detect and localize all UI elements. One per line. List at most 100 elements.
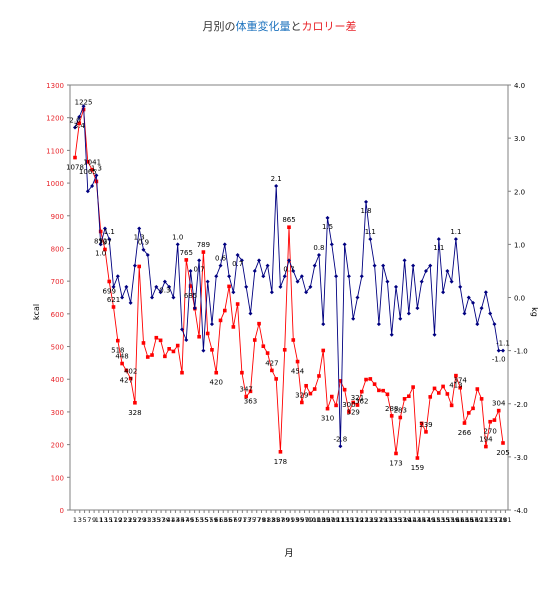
x-tick-label: 65: [224, 516, 232, 524]
y-right-tick-label: 3.0: [514, 135, 525, 143]
calorie-data-label: 304: [492, 400, 506, 408]
weight-point: [376, 322, 381, 327]
x-tick-label: 95: [296, 516, 304, 524]
weight-point: [402, 258, 407, 263]
weight-point: [180, 327, 184, 332]
weight-point: [278, 284, 283, 289]
weight-point: [252, 268, 257, 273]
weight-point: [274, 183, 279, 188]
y-left-tick-label: 100: [51, 474, 64, 482]
calorie-point: [368, 377, 373, 381]
calorie-data-label: 283: [394, 406, 407, 414]
calorie-point: [175, 343, 180, 348]
calorie-point: [394, 451, 398, 456]
chart-title: 月別の体重変化量とカロリー差: [0, 18, 559, 34]
weight-point: [394, 284, 398, 289]
weight-point: [287, 258, 291, 263]
y-right-tick-label: 2.0: [514, 188, 525, 196]
weight-point: [235, 253, 240, 257]
weight-point: [488, 311, 493, 316]
calorie-point: [145, 355, 150, 359]
x-tick-label: 107: [322, 516, 334, 524]
x-tick-label: 41: [167, 516, 175, 524]
plot-area: [69, 84, 509, 511]
y-left-tick-label: 400: [51, 376, 64, 384]
weight-data-label: 0.7: [283, 265, 294, 273]
x-tick-label: 5: [82, 516, 86, 524]
weight-point: [197, 258, 202, 263]
calorie-data-label: 347: [240, 386, 253, 394]
calorie-data-label: 685: [184, 292, 197, 300]
x-tick-label: 145: [413, 516, 425, 524]
x-tick-label: 19: [114, 516, 122, 524]
weight-point: [453, 237, 458, 242]
weight-point: [372, 263, 377, 268]
weight-point: [295, 279, 300, 284]
calorie-point: [359, 389, 364, 394]
weight-point: [107, 237, 112, 242]
calorie-data-label: 288: [385, 405, 398, 413]
x-tick-label: 21: [119, 516, 127, 524]
x-tick-label: 147: [418, 516, 430, 524]
y-left-tick-label: 300: [51, 409, 64, 417]
x-tick-label: 83: [267, 516, 275, 524]
calorie-point: [116, 338, 120, 343]
weight-point: [359, 274, 364, 279]
weight-point: [316, 253, 321, 257]
calorie-data-label: 420: [210, 379, 223, 387]
calorie-point: [167, 347, 171, 351]
weight-point: [351, 316, 356, 321]
calorie-point: [98, 229, 103, 234]
weight-point: [205, 279, 210, 284]
x-tick-label: 69: [233, 516, 241, 524]
x-tick-label: 143: [408, 516, 420, 524]
weight-point: [355, 295, 360, 300]
weight-point: [73, 125, 77, 130]
weight-point: [445, 268, 450, 273]
calorie-data-label: 454: [291, 368, 305, 376]
calorie-data-label: 159: [411, 464, 424, 472]
y-left-tick-label: 1000: [46, 180, 64, 188]
weight-point: [77, 114, 82, 119]
x-tick-label: 23: [123, 516, 131, 524]
x-tick-label: 171: [475, 516, 487, 524]
x-tick-label: 135: [389, 516, 401, 524]
weight-point: [406, 311, 411, 316]
weight-point: [492, 322, 497, 327]
x-tick-label: 175: [485, 516, 497, 524]
y-right-tick-label: 1.0: [514, 241, 525, 249]
calorie-point: [501, 441, 505, 445]
weight-point: [85, 189, 90, 194]
calorie-point: [484, 444, 488, 449]
x-tick-label: 93: [291, 516, 299, 524]
calorie-point: [385, 392, 390, 397]
weight-point: [145, 253, 150, 257]
weight-data-label: -1.0: [492, 356, 506, 364]
weight-point: [214, 274, 219, 279]
calorie-point: [77, 121, 82, 126]
calorie-point: [402, 397, 407, 401]
title-part-2: 体重変化量: [235, 20, 291, 33]
weight-point: [261, 274, 266, 279]
x-tick-label: 179: [494, 516, 506, 524]
weight-point: [389, 332, 394, 337]
calorie-data-label: 194: [479, 436, 493, 444]
calorie-data-label: 518: [111, 347, 124, 355]
x-tick-label: 111: [332, 516, 344, 524]
calorie-point: [424, 430, 428, 434]
calorie-data-label: 363: [244, 397, 257, 405]
weight-point: [334, 274, 339, 279]
calorie-point: [188, 284, 193, 288]
calorie-point: [437, 391, 441, 395]
calorie-data-label: 173: [389, 459, 402, 467]
calorie-point: [351, 400, 355, 405]
y-axis-left-label: kcal: [32, 304, 41, 320]
calorie-point: [231, 325, 236, 329]
x-tick-label: 177: [490, 516, 502, 524]
y-right-tick-label: -1.0: [514, 348, 528, 356]
calorie-point: [372, 382, 377, 386]
weight-data-label: 0.7: [194, 265, 205, 273]
calorie-point: [154, 335, 159, 340]
weight-point: [94, 173, 99, 178]
